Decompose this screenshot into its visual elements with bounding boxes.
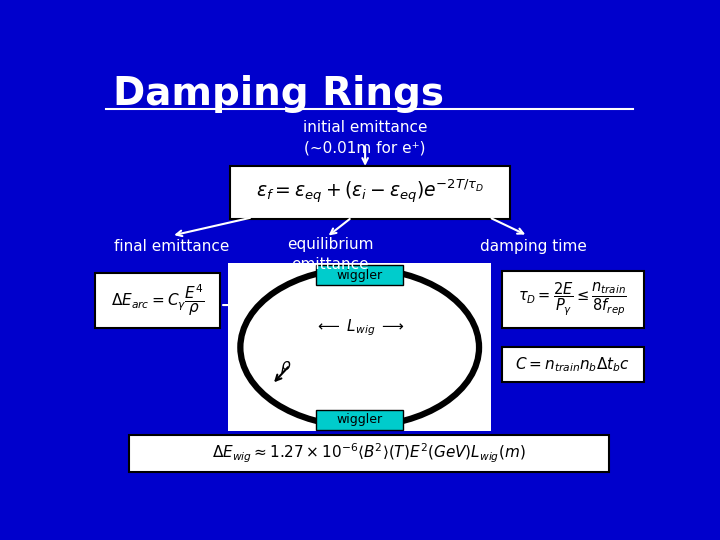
Text: Damping Rings: Damping Rings <box>113 75 444 113</box>
Text: $\tau_D = \dfrac{2E}{P_\gamma} \leq \dfrac{n_{train}}{8f_{rep}}$: $\tau_D = \dfrac{2E}{P_\gamma} \leq \dfr… <box>518 281 627 318</box>
Text: equilibrium
emittance: equilibrium emittance <box>287 237 374 272</box>
Text: $\Delta E_{wig} \approx 1.27 \times 10^{-6} \langle B^2 \rangle (T) E^2 (GeV) L_: $\Delta E_{wig} \approx 1.27 \times 10^{… <box>212 442 526 465</box>
FancyBboxPatch shape <box>94 273 220 328</box>
FancyBboxPatch shape <box>502 347 644 382</box>
FancyBboxPatch shape <box>316 410 403 430</box>
Text: final emittance: final emittance <box>114 239 229 254</box>
Text: $C = n_{train} n_b \Delta t_b c$: $C = n_{train} n_b \Delta t_b c$ <box>516 355 630 374</box>
FancyBboxPatch shape <box>228 264 492 431</box>
FancyBboxPatch shape <box>129 435 609 472</box>
Text: $\Delta E_{arc} = C_\gamma \dfrac{E^4}{\rho}$: $\Delta E_{arc} = C_\gamma \dfrac{E^4}{\… <box>111 282 204 318</box>
Ellipse shape <box>240 268 479 426</box>
Text: initial emittance
(~0.01m for e⁺): initial emittance (~0.01m for e⁺) <box>303 120 428 155</box>
Text: damping time: damping time <box>480 239 587 254</box>
Text: $\rho$: $\rho$ <box>279 360 291 375</box>
FancyBboxPatch shape <box>230 166 510 219</box>
Text: $\varepsilon_f = \varepsilon_{eq} + (\varepsilon_i - \varepsilon_{eq})e^{-2T/\ta: $\varepsilon_f = \varepsilon_{eq} + (\va… <box>256 178 484 206</box>
Text: wiggler: wiggler <box>337 268 383 281</box>
FancyBboxPatch shape <box>316 265 403 285</box>
Text: wiggler: wiggler <box>337 413 383 426</box>
Text: $\longleftarrow \; L_{wig} \; \longrightarrow$: $\longleftarrow \; L_{wig} \; \longright… <box>315 318 405 339</box>
FancyBboxPatch shape <box>502 271 644 328</box>
